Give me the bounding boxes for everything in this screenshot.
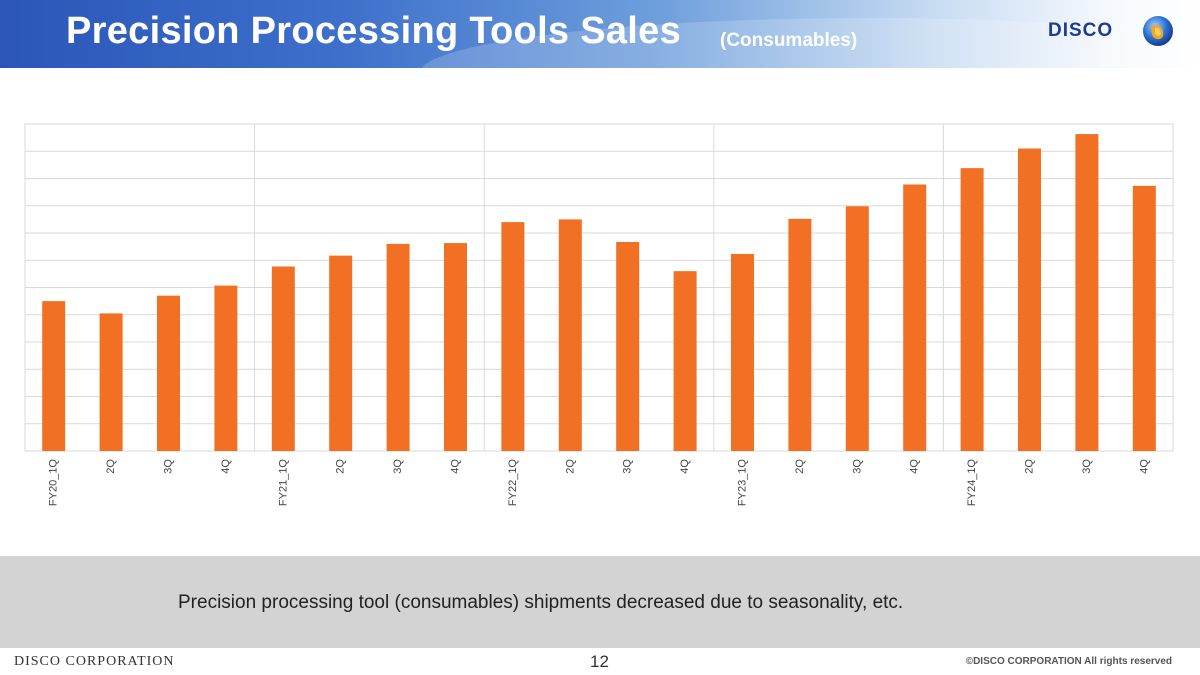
x-tick-label: 3Q: [1081, 459, 1093, 474]
x-tick-label: 2Q: [794, 459, 806, 474]
x-tick-label: 4Q: [909, 459, 921, 474]
x-tick-label: 2Q: [335, 459, 347, 474]
logo-text: DISCO: [1048, 20, 1114, 41]
bar-11: [673, 271, 697, 451]
bar-19: [1132, 185, 1156, 452]
bar-2: [157, 295, 180, 451]
slide-subtitle: (Consumables): [720, 30, 858, 51]
globe-icon: [1143, 16, 1173, 46]
bar-16: [960, 168, 984, 451]
summary-text: Precision processing tool (consumables) …: [178, 592, 904, 613]
x-tick-label: 3Q: [622, 459, 634, 474]
x-tick-label: 3Q: [392, 459, 404, 474]
x-tick-label: 4Q: [450, 459, 462, 474]
bar-18: [1075, 134, 1099, 451]
disco-logo: DISCO: [1048, 14, 1188, 50]
bar-chart-svg: FY20_1Q 2Q 3Q 4Q FY21_1Q 2Q 3Q 4Q FY22_1Q 2Q 3Q 4Q F…: [24, 123, 1174, 507]
x-tick-label: 4Q: [220, 459, 232, 474]
x-tick-label: 2Q: [564, 459, 576, 474]
slide-title: Precision Processing Tools Sales: [66, 10, 682, 52]
x-tick-label: FY23_1Q: [737, 459, 749, 507]
x-tick-label: FY24_1Q: [966, 459, 978, 507]
sales-chart: FY20_1Q 2Q 3Q 4Q FY21_1Q 2Q 3Q 4Q FY22_1Q 2Q 3Q 4Q F…: [24, 123, 1174, 507]
bar-0: [42, 301, 66, 451]
x-tick-label: 4Q: [1138, 459, 1150, 474]
bar-1: [99, 313, 123, 451]
bar-13: [788, 218, 812, 451]
footer-company: DISCO CORPORATION: [14, 654, 175, 669]
slide-header: Precision Processing Tools Sales (Consum…: [0, 0, 1200, 68]
x-tick-label: 3Q: [851, 459, 863, 474]
footer-copyright: ©DISCO CORPORATION All rights reserved: [965, 656, 1172, 667]
summary-band: Precision processing tool (consumables) …: [0, 556, 1200, 648]
page-number: 12: [590, 652, 609, 671]
x-tick-label: FY22_1Q: [507, 459, 519, 507]
bar-12: [731, 253, 754, 451]
bar-3: [214, 285, 238, 451]
x-tick-label: 3Q: [163, 459, 175, 474]
x-tick-label: 2Q: [1024, 459, 1036, 474]
bar-10: [616, 241, 640, 451]
x-tick-label: 4Q: [679, 459, 691, 474]
bars: [42, 134, 1156, 452]
bar-14: [845, 206, 869, 451]
bar-8: [501, 222, 525, 451]
slide-footer: DISCO CORPORATION 12 ©DISCO CORPORATION …: [0, 648, 1200, 675]
bar-9: [558, 219, 582, 451]
x-tick-label: 2Q: [105, 459, 117, 474]
x-tick-labels: FY20_1Q 2Q 3Q 4Q FY21_1Q 2Q 3Q 4Q FY22_1Q 2Q 3Q 4Q F…: [48, 459, 1151, 507]
x-tick-label: FY20_1Q: [48, 459, 60, 507]
bar-17: [1018, 148, 1041, 451]
year-separators: [254, 124, 944, 451]
bar-7: [444, 243, 467, 451]
bar-6: [386, 243, 410, 451]
x-tick-label: FY21_1Q: [277, 459, 289, 507]
bar-4: [271, 266, 295, 451]
bar-15: [903, 184, 927, 451]
bar-5: [329, 255, 353, 451]
